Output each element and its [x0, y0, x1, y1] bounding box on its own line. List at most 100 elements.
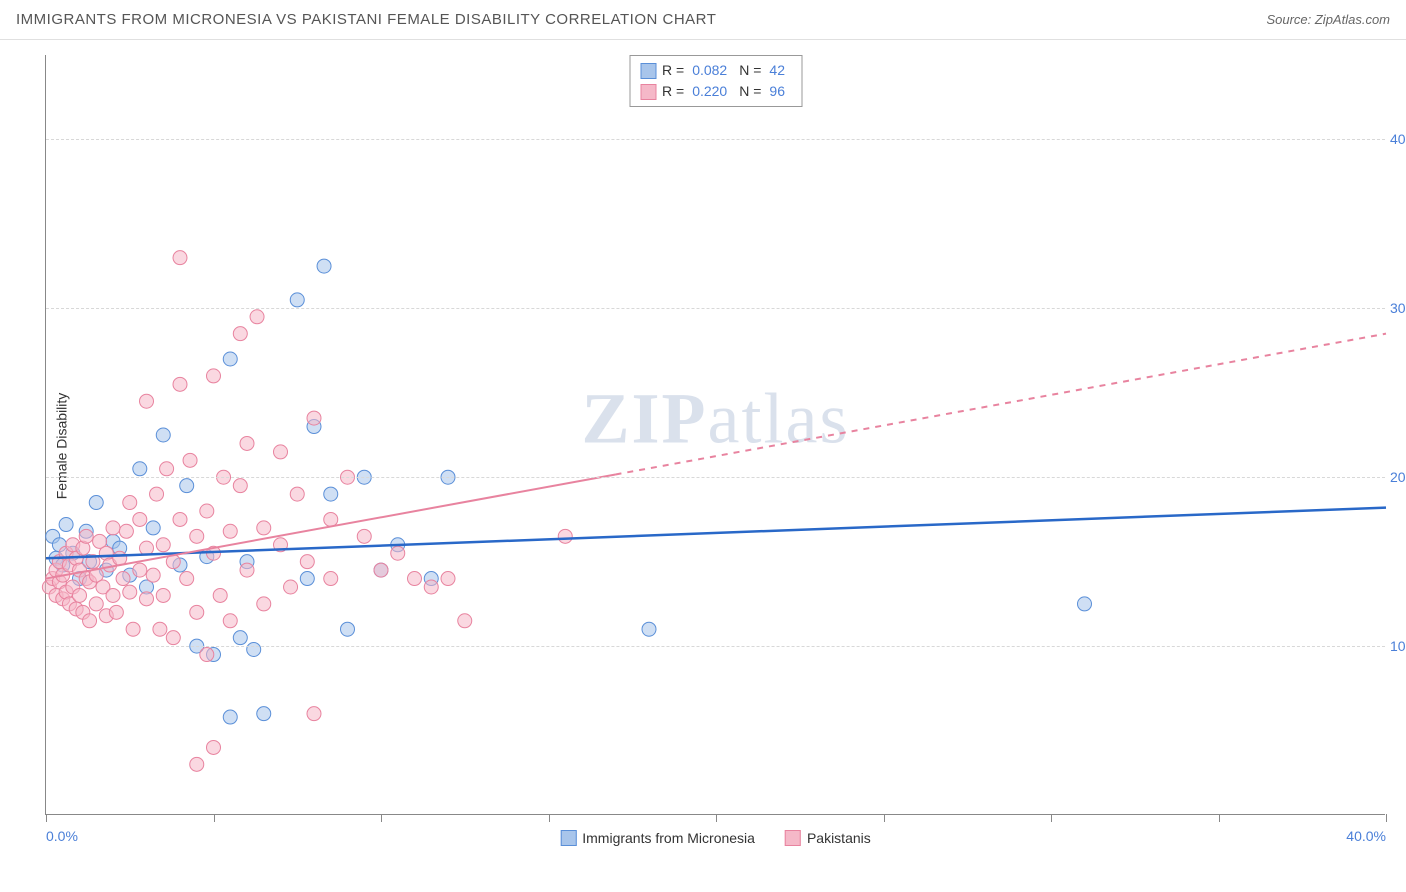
gridline [46, 308, 1385, 309]
data-point [123, 496, 137, 510]
data-point [274, 445, 288, 459]
data-point [133, 512, 147, 526]
gridline [46, 646, 1385, 647]
gridline [46, 477, 1385, 478]
x-tick [1386, 814, 1387, 822]
data-point [441, 572, 455, 586]
data-point [240, 563, 254, 577]
data-point [284, 580, 298, 594]
x-tick-label: 40.0% [1346, 828, 1386, 844]
data-point [133, 563, 147, 577]
data-point [207, 740, 221, 754]
data-point [73, 588, 87, 602]
data-point [324, 512, 338, 526]
legend-row-series2: R = 0.220 N = 96 [640, 81, 791, 102]
data-point [223, 710, 237, 724]
data-point [642, 622, 656, 636]
data-point [106, 521, 120, 535]
data-point [207, 369, 221, 383]
data-point [374, 563, 388, 577]
data-point [150, 487, 164, 501]
x-tick [1051, 814, 1052, 822]
data-point [79, 529, 93, 543]
data-point [183, 453, 197, 467]
x-tick [716, 814, 717, 822]
data-point [173, 512, 187, 526]
data-point [146, 521, 160, 535]
data-point [173, 377, 187, 391]
legend-label-series1: Immigrants from Micronesia [582, 830, 755, 846]
data-point [558, 529, 572, 543]
x-tick [549, 814, 550, 822]
chart-title: IMMIGRANTS FROM MICRONESIA VS PAKISTANI … [16, 11, 716, 28]
data-point [290, 293, 304, 307]
legend-item-series1: Immigrants from Micronesia [560, 830, 755, 846]
data-point [257, 521, 271, 535]
data-point [156, 428, 170, 442]
data-point [324, 487, 338, 501]
scatter-svg [46, 55, 1385, 814]
x-tick [214, 814, 215, 822]
chart-plot-area: ZIPatlas R = 0.082 N = 42 R = 0.220 N = … [45, 55, 1385, 815]
data-point [156, 588, 170, 602]
legend-item-series2: Pakistanis [785, 830, 871, 846]
data-point [233, 631, 247, 645]
correlation-legend: R = 0.082 N = 42 R = 0.220 N = 96 [629, 55, 802, 107]
data-point [424, 580, 438, 594]
data-point [190, 529, 204, 543]
x-tick [884, 814, 885, 822]
data-point [408, 572, 422, 586]
data-point [166, 631, 180, 645]
data-point [160, 462, 174, 476]
data-point [300, 555, 314, 569]
data-point [250, 310, 264, 324]
data-point [140, 592, 154, 606]
data-point [173, 251, 187, 265]
gridline [46, 139, 1385, 140]
y-tick-label: 10.0% [1390, 638, 1406, 654]
regression-line [46, 508, 1386, 559]
data-point [307, 707, 321, 721]
data-point [59, 518, 73, 532]
data-point [290, 487, 304, 501]
y-tick-label: 20.0% [1390, 469, 1406, 485]
x-tick [381, 814, 382, 822]
data-point [247, 642, 261, 656]
legend-row-series1: R = 0.082 N = 42 [640, 60, 791, 81]
r-value-series1: 0.082 [692, 60, 727, 81]
data-point [223, 524, 237, 538]
data-point [357, 529, 371, 543]
data-point [89, 496, 103, 510]
data-point [190, 605, 204, 619]
series-legend: Immigrants from Micronesia Pakistanis [560, 830, 871, 846]
data-point [233, 479, 247, 493]
y-tick-label: 30.0% [1390, 300, 1406, 316]
data-point [200, 648, 214, 662]
data-point [83, 614, 97, 628]
data-point [307, 411, 321, 425]
x-tick [46, 814, 47, 822]
x-tick [1219, 814, 1220, 822]
data-point [153, 622, 167, 636]
data-point [257, 707, 271, 721]
data-point [233, 327, 247, 341]
legend-swatch-icon [560, 830, 576, 846]
data-point [140, 394, 154, 408]
legend-swatch-series2 [640, 84, 656, 100]
data-point [324, 572, 338, 586]
title-bar: IMMIGRANTS FROM MICRONESIA VS PAKISTANI … [0, 0, 1406, 40]
data-point [119, 524, 133, 538]
data-point [391, 546, 405, 560]
data-point [156, 538, 170, 552]
data-point [89, 597, 103, 611]
n-value-series2: 96 [769, 81, 785, 102]
regression-line-dashed [616, 334, 1387, 475]
data-point [146, 568, 160, 582]
data-point [341, 622, 355, 636]
legend-swatch-icon [785, 830, 801, 846]
data-point [109, 605, 123, 619]
data-point [317, 259, 331, 273]
data-point [123, 585, 137, 599]
legend-swatch-series1 [640, 63, 656, 79]
data-point [106, 588, 120, 602]
